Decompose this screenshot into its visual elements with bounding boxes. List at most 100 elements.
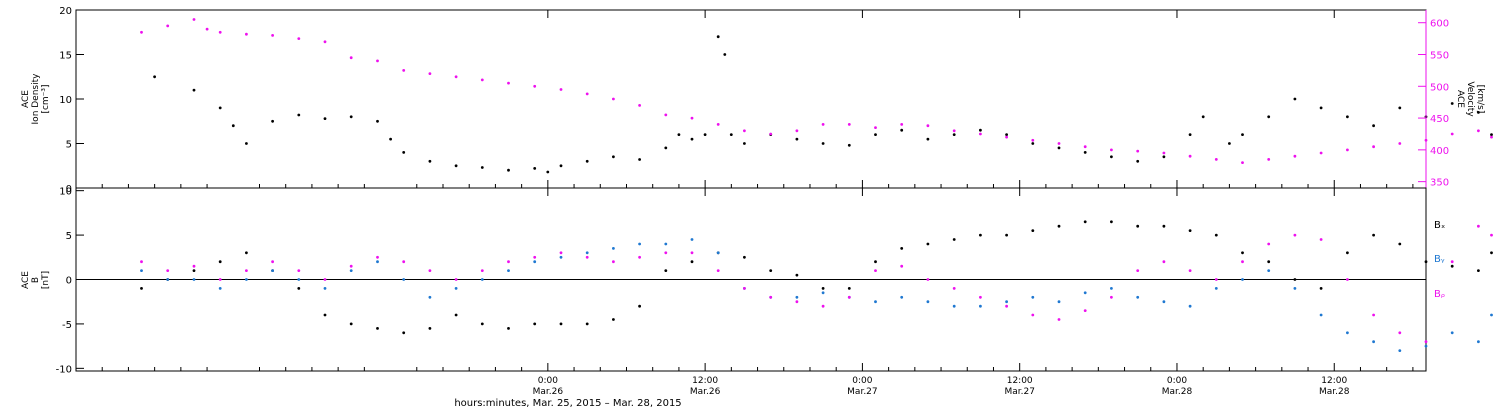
by-point-3: [218, 287, 222, 290]
by-point-35: [1057, 300, 1061, 304]
bz-point-29: [900, 264, 904, 268]
by-point-39: [1162, 300, 1166, 304]
bz-point-3: [218, 278, 222, 281]
bx-point-51: [1477, 269, 1480, 272]
bz-point-0: [140, 260, 143, 264]
by-point-42: [1241, 278, 1244, 281]
velocity-point-22: [690, 116, 694, 120]
bx-point-39: [1162, 224, 1166, 228]
velocity-point-32: [952, 129, 956, 133]
by-point-48: [1398, 349, 1402, 352]
velocity-point-42: [1214, 158, 1218, 161]
density-point-9: [376, 119, 379, 123]
density-axis-label-line1: ACE: [21, 90, 31, 108]
density-point-16: [533, 167, 537, 170]
velocity-point-39: [1136, 149, 1140, 153]
density-point-3: [231, 124, 235, 128]
bx-point-8: [349, 322, 353, 326]
velocity-point-15: [507, 81, 510, 85]
bx-point-52: [1490, 251, 1493, 255]
legend-bx: Bₓ: [1434, 220, 1445, 231]
bz-point-26: [821, 304, 825, 308]
velocity-point-51: [1450, 132, 1454, 136]
bz-point-2: [192, 264, 196, 268]
density-tick-label: 5: [66, 140, 72, 151]
by-point-26: [821, 291, 825, 295]
velocity-tick-label: 500: [1430, 82, 1449, 93]
density-point-31: [795, 137, 799, 141]
density-point-2: [218, 106, 222, 110]
bx-point-16: [559, 322, 563, 326]
by-point-1: [166, 278, 170, 281]
bz-point-27: [847, 295, 851, 299]
bx-point-2: [192, 269, 196, 272]
density-point-28: [729, 133, 733, 137]
bz-point-4: [245, 269, 248, 272]
bz-point-17: [585, 255, 589, 259]
legend-by: Bᵧ: [1434, 254, 1445, 265]
by-point-25: [795, 295, 799, 299]
density-point-6: [297, 113, 301, 117]
b-field-tick-label: 0: [66, 276, 72, 287]
density-point-11: [402, 151, 406, 154]
time-tick-label: 12:00: [692, 376, 718, 386]
bx-point-25: [795, 273, 799, 277]
by-point-50: [1450, 331, 1454, 335]
velocity-point-40: [1162, 151, 1166, 155]
velocity-point-23: [716, 123, 720, 126]
bx-point-10: [402, 331, 406, 335]
by-point-6: [297, 278, 301, 281]
density-point-43: [1110, 155, 1113, 159]
bz-point-45: [1319, 238, 1323, 241]
density-point-49: [1241, 133, 1244, 137]
bx-point-49: [1424, 260, 1428, 264]
bx-point-48: [1398, 242, 1402, 246]
by-point-44: [1293, 287, 1297, 290]
bottom-data-points: [140, 220, 1493, 352]
bz-point-19: [638, 255, 641, 259]
bz-point-18: [612, 260, 615, 264]
density-point-36: [926, 137, 930, 141]
by-point-38: [1136, 295, 1140, 299]
by-point-7: [323, 287, 327, 290]
b-field-tick-label: 10: [59, 187, 72, 198]
bz-point-47: [1372, 313, 1375, 317]
velocity-tick-label: 450: [1430, 114, 1449, 125]
density-point-59: [1490, 133, 1493, 137]
density-point-12: [428, 159, 432, 163]
bz-point-31: [952, 287, 956, 290]
bx-point-30: [926, 242, 930, 246]
bx-point-41: [1214, 233, 1218, 237]
bz-point-25: [795, 300, 799, 304]
density-tick-label: 15: [59, 51, 72, 62]
velocity-tick-label: 550: [1430, 51, 1449, 62]
by-point-52: [1490, 313, 1493, 317]
by-point-5: [271, 269, 274, 272]
velocity-point-48: [1372, 145, 1375, 149]
density-point-21: [638, 158, 641, 161]
velocity-point-37: [1083, 145, 1087, 149]
bz-point-13: [480, 269, 484, 272]
velocity-point-28: [847, 123, 851, 126]
by-point-49: [1424, 344, 1428, 348]
density-point-48: [1228, 142, 1231, 145]
density-point-14: [480, 166, 484, 169]
bx-point-35: [1057, 224, 1061, 228]
density-point-24: [690, 137, 694, 141]
velocity-point-49: [1398, 142, 1402, 145]
velocity-point-5: [245, 32, 248, 36]
velocity-point-47: [1346, 148, 1349, 152]
date-tick-label: Mar.28: [1162, 387, 1193, 397]
by-point-11: [428, 295, 432, 299]
bz-point-41: [1214, 278, 1218, 281]
bx-point-23: [743, 255, 746, 259]
velocity-point-38: [1110, 148, 1113, 152]
velocity-point-9: [349, 56, 353, 60]
density-point-47: [1201, 115, 1205, 119]
by-point-43: [1267, 269, 1271, 272]
by-point-46: [1346, 331, 1349, 335]
density-point-33: [847, 143, 851, 147]
bz-point-15: [533, 255, 537, 259]
by-point-19: [638, 242, 641, 246]
